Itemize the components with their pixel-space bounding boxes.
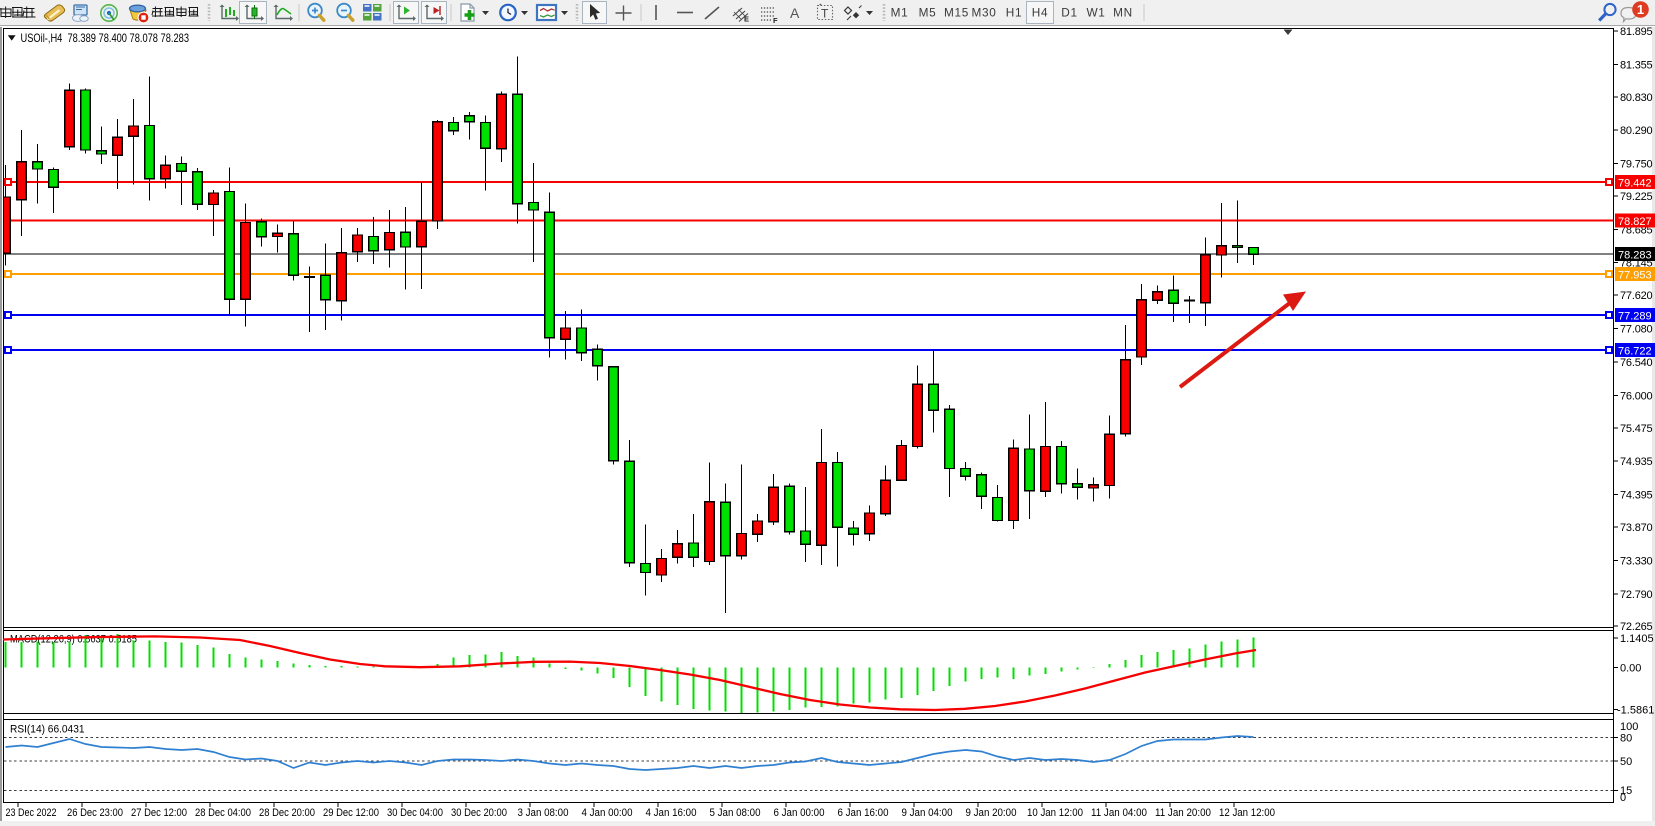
svg-text:79.750: 79.750 xyxy=(1620,159,1653,171)
svg-text:11 Jan 04:00: 11 Jan 04:00 xyxy=(1091,807,1147,819)
svg-text:26 Dec 23:00: 26 Dec 23:00 xyxy=(67,807,123,819)
svg-text:80: 80 xyxy=(1620,733,1632,745)
svg-text:78.827: 78.827 xyxy=(1618,216,1652,228)
svg-text:80.290: 80.290 xyxy=(1620,125,1653,137)
svg-text:1: 1 xyxy=(1637,2,1644,17)
svg-text:E: E xyxy=(744,15,749,24)
svg-text:1.1405: 1.1405 xyxy=(1620,633,1654,645)
svg-text:9 Jan 20:00: 9 Jan 20:00 xyxy=(966,807,1017,819)
svg-text:76.000: 76.000 xyxy=(1620,390,1653,402)
svg-text:77.620: 77.620 xyxy=(1620,290,1653,302)
svg-text:15: 15 xyxy=(1620,785,1632,797)
svg-text:78.283: 78.283 xyxy=(1618,250,1652,262)
svg-text:73.870: 73.870 xyxy=(1620,522,1653,534)
svg-text:30 Dec 04:00: 30 Dec 04:00 xyxy=(387,807,443,819)
svg-text:F: F xyxy=(773,16,778,25)
svg-text:H4: H4 xyxy=(1032,6,1048,20)
svg-text:81.355: 81.355 xyxy=(1620,59,1653,71)
svg-text:11 Jan 20:00: 11 Jan 20:00 xyxy=(1155,807,1211,819)
svg-text:81.895: 81.895 xyxy=(1620,26,1653,38)
svg-text:0.00: 0.00 xyxy=(1620,662,1641,674)
svg-text:M5: M5 xyxy=(919,6,937,20)
svg-text:76.540: 76.540 xyxy=(1620,357,1653,369)
svg-text:4 Jan 16:00: 4 Jan 16:00 xyxy=(646,807,697,819)
svg-text:28 Dec 04:00: 28 Dec 04:00 xyxy=(195,807,251,819)
svg-text:10 Jan 12:00: 10 Jan 12:00 xyxy=(1027,807,1083,819)
svg-text:28 Dec 20:00: 28 Dec 20:00 xyxy=(259,807,315,819)
svg-text:100: 100 xyxy=(1620,721,1638,733)
svg-text:29 Dec 12:00: 29 Dec 12:00 xyxy=(323,807,379,819)
svg-text:77.953: 77.953 xyxy=(1618,270,1652,282)
svg-text:-1.5861: -1.5861 xyxy=(1617,705,1654,717)
svg-text:A: A xyxy=(790,5,800,21)
svg-text:72.265: 72.265 xyxy=(1620,621,1653,633)
svg-text:RSI(14) 66.0431: RSI(14) 66.0431 xyxy=(10,724,85,736)
svg-text:77.289: 77.289 xyxy=(1618,311,1652,323)
svg-text:79.225: 79.225 xyxy=(1620,191,1653,203)
svg-text:M1: M1 xyxy=(891,6,909,20)
svg-text:M30: M30 xyxy=(971,6,996,20)
svg-text:77.080: 77.080 xyxy=(1620,324,1653,336)
svg-text:27 Dec 12:00: 27 Dec 12:00 xyxy=(131,807,187,819)
svg-text:73.330: 73.330 xyxy=(1620,555,1653,567)
svg-text:80.830: 80.830 xyxy=(1620,92,1653,104)
svg-text:USOil-,H4 78.389 78.400 78.07: USOil-,H4 78.389 78.400 78.078 78.283 xyxy=(21,31,190,45)
svg-text:9 Jan 04:00: 9 Jan 04:00 xyxy=(902,807,953,819)
svg-text:MN: MN xyxy=(1113,6,1133,20)
svg-text:30 Dec 20:00: 30 Dec 20:00 xyxy=(451,807,507,819)
svg-text:D1: D1 xyxy=(1061,6,1077,20)
svg-text:74.395: 74.395 xyxy=(1620,490,1653,502)
svg-text:M15: M15 xyxy=(944,6,969,20)
svg-text:0: 0 xyxy=(1620,792,1626,804)
svg-text:50: 50 xyxy=(1620,756,1632,768)
svg-text:T: T xyxy=(821,7,829,21)
svg-text:W1: W1 xyxy=(1086,6,1105,20)
svg-text:6 Jan 16:00: 6 Jan 16:00 xyxy=(838,807,889,819)
svg-text:6 Jan 00:00: 6 Jan 00:00 xyxy=(774,807,825,819)
svg-text:5 Jan 08:00: 5 Jan 08:00 xyxy=(710,807,761,819)
svg-text:4 Jan 00:00: 4 Jan 00:00 xyxy=(582,807,633,819)
svg-text:74.935: 74.935 xyxy=(1620,456,1653,468)
svg-text:3 Jan 08:00: 3 Jan 08:00 xyxy=(518,807,569,819)
svg-text:12 Jan 12:00: 12 Jan 12:00 xyxy=(1219,807,1275,819)
svg-text:23 Dec 2022: 23 Dec 2022 xyxy=(6,807,57,819)
svg-text:H1: H1 xyxy=(1006,6,1022,20)
svg-text:76.722: 76.722 xyxy=(1618,346,1652,358)
svg-text:72.790: 72.790 xyxy=(1620,589,1653,601)
svg-text:75.475: 75.475 xyxy=(1620,423,1653,435)
svg-text:79.442: 79.442 xyxy=(1618,178,1652,190)
